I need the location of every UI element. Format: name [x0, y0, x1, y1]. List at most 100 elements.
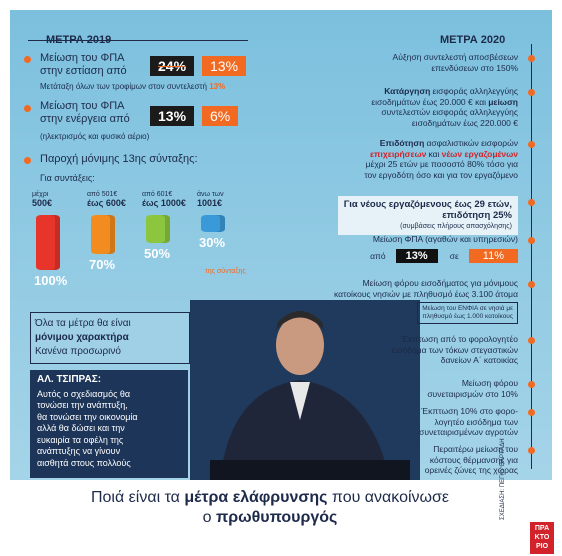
quote-line: Αυτός ο σχεδιασμός θα	[37, 388, 131, 399]
speaker: ΑΛ. ΤΣΙΠΡΑΣ:	[37, 374, 102, 385]
measure-line: εισοδημάτων έως 20.000 € και μείωση	[371, 97, 518, 108]
text: λογητέο εισόδημα των	[434, 416, 518, 427]
measure-line: ορεινές ζώνες της χώρας	[425, 465, 518, 476]
measure-line: Έκπτωση από το φορολογητέο	[392, 334, 518, 345]
credit: ΣΧΕΔΙΑΣΗ: ΠΕΓΚΥ ΒΑΡΤΑΔΗ	[500, 438, 506, 520]
text: μέχρι 25 ετών με ποσοστό 80% τόσο για	[365, 159, 518, 169]
quote-line: ευκαιρία τα οφέλη της	[37, 434, 124, 445]
measure-line: συντελεστών εισφοράς αλληλεγγύης	[371, 107, 518, 118]
quote-line: τονώσει την ανάπτυξη,	[37, 400, 128, 410]
text: συνεταιρισμών στο 10%	[427, 388, 518, 399]
vat-food: Μείωση του ΦΠΑ στην εστίαση από	[40, 52, 127, 78]
measure: Για νέους εργαζόμενους έως 29 ετών, επιδό…	[337, 196, 518, 235]
text: Μείωση ΦΠΑ (αγαθών και υπηρεσιών)	[372, 234, 518, 244]
measure-line: Περαιτέρω μείωση του	[425, 444, 518, 455]
text: Κατάργηση	[384, 86, 431, 96]
measure-line: Μείωση φόρου	[427, 378, 518, 389]
quote: Αυτός ο σχεδιασμός θα τονώσει την ανάπτυξ…	[37, 389, 181, 470]
bullet	[528, 409, 535, 416]
quote-box: ΑΛ. ΤΣΙΠΡΑΣ: Αυτός ο σχεδιασμός θα τονώσε…	[30, 370, 188, 478]
text: Μείωση φόρου εισοδήματος για μόνιμους	[362, 278, 518, 288]
measure-line: μέχρι 25 ετών με ποσοστό 80% τόσο για	[364, 159, 518, 170]
measure-line: εισόδημα των τόκων στεγαστικών	[392, 345, 518, 356]
measure: Επιδότηση ασφαλιστικών εισφορών επιχειρήσε…	[364, 138, 518, 180]
line: Όλα τα μέτρα θα είναι	[35, 318, 131, 329]
note: Μετάταξη όλων των τροφίμων στον συντελεσ…	[40, 82, 225, 91]
range: από 501€ έως 600€	[87, 190, 126, 208]
line: Μείωση του ΦΠΑ	[40, 52, 125, 64]
measure: Μείωση ΦΠΑ (αγαθών και υπηρεσιών) από 13% σ…	[370, 234, 518, 263]
percent-label: 30%	[199, 234, 226, 250]
text: ορεινές ζώνες της χώρας	[424, 465, 518, 475]
text: Περαιτέρω μείωση του	[433, 444, 518, 454]
text: ασφαλιστικών εισφορών	[426, 138, 519, 148]
bullet	[528, 237, 535, 244]
measure-line: Επιδότηση ασφαλιστικών εισφορών	[364, 138, 518, 149]
title-part: Ποιά είναι τα	[90, 489, 180, 506]
bullet	[528, 55, 535, 62]
range-line: από 501€	[87, 191, 118, 198]
vat-to: 13%	[202, 56, 247, 76]
vat-to: 6%	[202, 106, 239, 126]
text: κόστους θέρμανσης για	[429, 454, 518, 465]
measure-line: Μείωση φόρου εισοδήματος για μόνιμους	[334, 278, 518, 289]
measure-line: κόστους θέρμανσης για	[425, 455, 518, 466]
cylinder	[36, 215, 60, 270]
timeline	[531, 44, 532, 469]
text: επενδύσεων στο 150%	[431, 62, 518, 73]
measure: Έκπτωση από το φορολογητέο εισόδημα των τ…	[392, 334, 518, 366]
bullet	[24, 157, 31, 164]
measure-line: (συμβάσεις πλήρους απασχόλησης)	[344, 221, 512, 232]
text: επιχειρήσεων	[370, 148, 427, 159]
line: μόνιμου χαρακτήρα	[35, 332, 129, 343]
hair	[276, 311, 324, 330]
text: Επιδότηση	[379, 138, 425, 148]
pension-subtitle: Για συντάξεις:	[40, 173, 95, 183]
logo-line: ΚΤΟ	[534, 534, 550, 541]
measure-line: Έκπτωση 10% στο φορο-	[419, 406, 518, 417]
note-rate: 13%	[209, 82, 226, 91]
text: Αύξηση συντελεστή αποσβέσεων	[392, 52, 518, 62]
bullet	[528, 337, 535, 344]
rule	[28, 40, 248, 41]
sub-note: Μείωση του ΕΝΦΙΑ σε νησιά με πληθυσμό έως…	[417, 302, 518, 324]
text: από	[370, 250, 386, 261]
percent-label: 70%	[89, 256, 116, 272]
bullet	[528, 199, 535, 206]
range-line: 500€	[32, 198, 53, 208]
line: στην εστίαση από	[40, 65, 127, 77]
line: Μείωση του ΦΠΑ	[40, 100, 125, 112]
text: Έκπτωση 10% στο φορο-	[421, 406, 518, 416]
logo: ΠΡΑ ΚΤΟ ΡΙΟ	[530, 522, 554, 554]
text: κατοίκους νησιών με πληθυσμό έως 3.100 ά…	[334, 288, 518, 299]
measure-line: συνεταιρισμών στο 10%	[427, 389, 518, 400]
logo-line: ΡΙΟ	[535, 543, 549, 550]
bullet	[528, 281, 535, 288]
measure-line: κατοίκους νησιών με πληθυσμό έως 3.100 ά…	[334, 289, 518, 300]
text: μείωση	[488, 96, 518, 107]
text: επιδότηση 25%	[442, 210, 512, 221]
text: εισοδημάτων έως 20.000 € και	[371, 96, 487, 107]
title-part: που ανακοίνωσε	[331, 489, 450, 506]
range-line: μέχρι	[32, 191, 49, 198]
pension-footnote: της σύνταξης	[205, 268, 246, 275]
cylinder	[146, 215, 170, 243]
range: από 601€ έως 1000€	[142, 190, 186, 208]
bullet	[528, 141, 535, 148]
percent-label: 100%	[34, 273, 68, 288]
bullet	[528, 89, 535, 96]
text: (συμβάσεις πλήρους απασχόλησης)	[400, 223, 512, 230]
suit	[220, 380, 390, 480]
sub-note-line: πληθυσμό έως 1.000 κατοίκους	[422, 313, 513, 320]
cylinder	[201, 215, 225, 232]
logo-line: ΠΡΑ	[534, 525, 550, 532]
measure-line: επενδύσεων στο 150%	[393, 63, 518, 74]
range-line: έως 600€	[87, 198, 126, 208]
bullet	[528, 447, 535, 454]
measure-line: Για νέους εργαζόμενους έως 29 ετών,	[344, 199, 512, 210]
percent-label: 50%	[144, 245, 171, 261]
vat-from: 24%	[150, 56, 195, 76]
sub-note-line: Μείωση του ΕΝΦΙΑ σε νησιά με	[422, 305, 513, 312]
title-part: πρωθυπουργός	[215, 509, 338, 526]
